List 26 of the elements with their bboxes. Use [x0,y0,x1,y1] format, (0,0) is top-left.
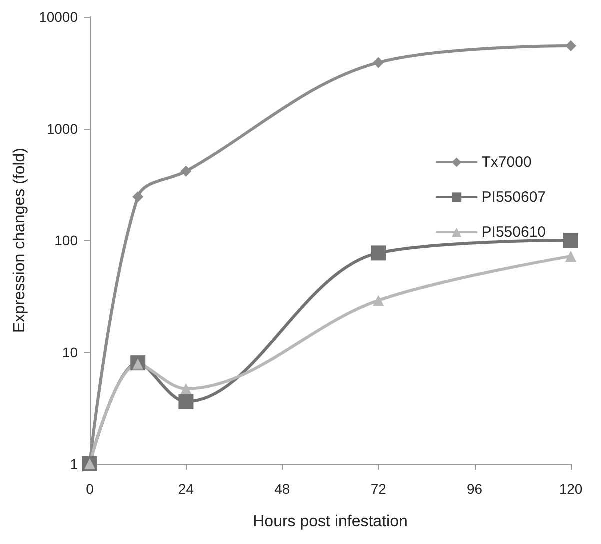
legend-label: PI550610 [482,224,546,241]
x-tick-label: 48 [274,481,290,497]
y-tick-label: 10 [62,344,78,360]
point [132,192,144,203]
point [373,295,384,306]
point [373,57,384,68]
x-tick-label: 24 [178,481,194,497]
point [180,166,192,177]
point [564,233,578,248]
y-tick-label: 1 [70,456,78,472]
x-tick-label: 120 [559,481,583,497]
x-tick-label: 0 [86,481,94,497]
y-axis-title: Expression changes (fold) [12,148,28,333]
x-tick-label: 72 [370,481,387,497]
point [180,383,192,394]
legend-label: PI550607 [482,189,546,206]
x-axis-title: Hours post infestation [253,514,408,530]
y-tick-label: 100 [54,232,78,248]
y-tick-label: 1000 [46,120,78,137]
point [371,246,386,261]
y-tick-label: 10000 [39,9,78,25]
x-tick-label: 96 [467,481,483,497]
point [566,250,576,262]
legend-label: Tx7000 [482,154,532,171]
point [178,394,194,410]
point [566,40,576,52]
